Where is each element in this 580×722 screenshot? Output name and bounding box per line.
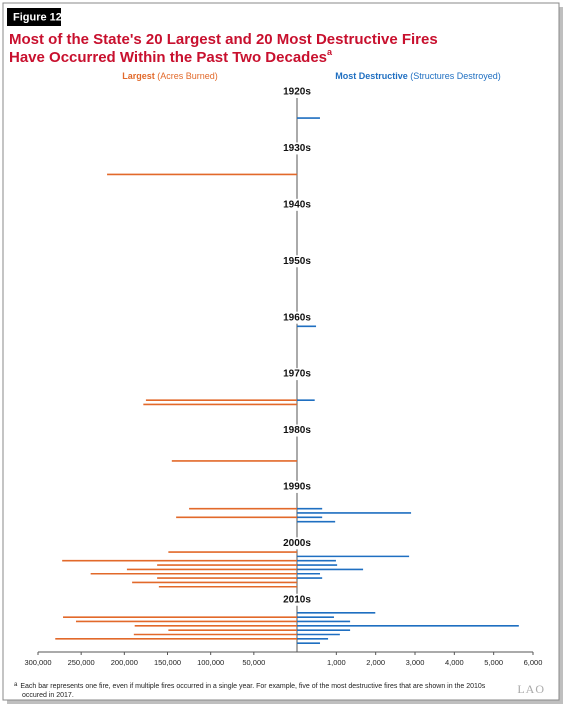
decade-label: 1980s [283, 425, 311, 436]
plot: 300,000 250,000 200,000 150,000 100,000 50,00… [24, 86, 542, 667]
decade-label: 1960s [283, 312, 311, 323]
decade-label: 2010s [283, 594, 311, 605]
decade-label: 1970s [283, 369, 311, 380]
decade-label: 1990s [283, 482, 311, 493]
title-line: Most of the State's 20 Largest and 20 Mo… [9, 31, 438, 48]
x-tick-label: 6,000 [524, 658, 543, 667]
decade-label-bg [282, 424, 312, 437]
footnote-text: Each bar represents one fire, even if mu… [20, 683, 485, 690]
title-text: Have Occurred Within the Past Two Decade… [9, 49, 327, 66]
decade-label-bg [282, 198, 312, 211]
legend-name: Largest [122, 71, 155, 81]
title-line: Have Occurred Within the Past Two Decade… [9, 47, 333, 66]
legend-name: Most Destructive [335, 71, 408, 81]
legend-note: (Structures Destroyed) [410, 71, 501, 81]
footnote-line: occured in 2017. [22, 692, 74, 699]
logo: LAO [517, 682, 545, 696]
x-tick-label: 1,000 [327, 658, 346, 667]
title-note: a [327, 47, 333, 57]
decade-label: 1950s [283, 256, 311, 267]
decade-label-bg [282, 142, 312, 155]
decade-label-bg [282, 480, 312, 493]
decade-label-bg [282, 368, 312, 381]
decade-label: 1930s [283, 143, 311, 154]
decade-label-bg [282, 86, 312, 98]
x-tick-label: 200,000 [111, 658, 138, 667]
footnote-marker: a [14, 682, 18, 688]
x-tick-label: 5,000 [484, 658, 503, 667]
legend-left: Largest (Acres Burned) [122, 71, 218, 81]
footnote-line: a Each bar represents one fire, even if m… [14, 682, 486, 690]
frame [2, 2, 560, 701]
decade-label: 2000s [283, 538, 311, 549]
x-tick-label: 250,000 [68, 658, 95, 667]
decade-label: 1920s [283, 87, 311, 98]
x-tick-label: 300,000 [24, 658, 51, 667]
x-tick-label: 50,000 [242, 658, 265, 667]
x-tick-label: 150,000 [154, 658, 181, 667]
x-tick-label: 2,000 [366, 658, 385, 667]
figure-label: Figure 12 [13, 11, 62, 23]
figure-badge [7, 8, 61, 26]
decade-label-bg [282, 311, 312, 324]
decade-label: 1940s [283, 199, 311, 210]
x-tick-label: 4,000 [445, 658, 464, 667]
decade-label-bg [282, 255, 312, 268]
decade-label-bg [282, 537, 312, 550]
legend-note: (Acres Burned) [157, 71, 218, 81]
decade-label-bg [282, 593, 312, 606]
legend-right: Most Destructive (Structures Destroyed) [335, 71, 501, 81]
x-tick-label: 100,000 [197, 658, 224, 667]
x-tick-label: 3,000 [406, 658, 425, 667]
